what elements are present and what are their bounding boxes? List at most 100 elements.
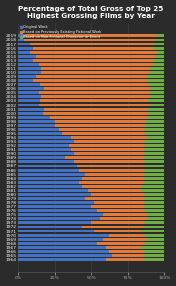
Bar (62, 132, 145, 135)
Bar (155, 39, 164, 41)
Bar (74, 152, 144, 155)
Bar (36, 75, 147, 78)
Bar (153, 43, 164, 45)
Bar (91, 221, 144, 224)
Bar (18, 213, 103, 216)
Bar (100, 217, 147, 220)
Bar (141, 185, 164, 188)
Bar (18, 96, 42, 98)
Bar (157, 34, 164, 37)
Bar (18, 230, 94, 233)
Bar (106, 258, 144, 261)
Bar (18, 258, 106, 261)
Bar (82, 185, 141, 188)
Bar (157, 51, 164, 53)
Bar (18, 75, 36, 78)
Bar (144, 168, 164, 172)
Bar (42, 96, 150, 98)
Bar (18, 128, 59, 131)
Bar (18, 79, 33, 82)
Bar (18, 108, 44, 110)
Bar (145, 120, 164, 123)
Bar (144, 225, 164, 229)
Bar (44, 108, 147, 110)
Bar (18, 185, 82, 188)
Bar (18, 164, 77, 167)
Bar (18, 34, 25, 37)
Bar (18, 181, 80, 184)
Bar (91, 205, 144, 208)
Title: Percentage of Total Gross of Top 25
Highest Grossing Films by Year: Percentage of Total Gross of Top 25 High… (18, 5, 164, 19)
Bar (144, 209, 164, 212)
Bar (141, 246, 164, 249)
Bar (18, 67, 42, 70)
Bar (144, 197, 164, 200)
Bar (112, 254, 144, 257)
Bar (74, 160, 144, 163)
Bar (150, 87, 164, 90)
Bar (82, 177, 144, 180)
Bar (103, 238, 147, 241)
Bar (44, 87, 150, 90)
Bar (59, 128, 144, 131)
Bar (18, 234, 109, 237)
Bar (42, 71, 150, 74)
Bar (18, 173, 85, 176)
Bar (69, 144, 145, 147)
Bar (18, 225, 82, 229)
Bar (155, 55, 164, 58)
Bar (18, 116, 50, 119)
Bar (18, 87, 44, 90)
Bar (94, 230, 141, 233)
Legend: Original Work, Based on Previously Existing Fictional Work, Based on Non-Fiction: Original Work, Based on Previously Exist… (20, 25, 102, 39)
Bar (40, 100, 148, 102)
Bar (18, 43, 30, 45)
Bar (144, 193, 164, 196)
Bar (55, 120, 145, 123)
Bar (80, 181, 144, 184)
Bar (145, 144, 164, 147)
Bar (33, 47, 153, 49)
Bar (109, 250, 144, 253)
Bar (144, 156, 164, 159)
Bar (18, 246, 106, 249)
Bar (18, 83, 40, 86)
Bar (109, 234, 144, 237)
Bar (144, 164, 164, 167)
Bar (144, 140, 164, 143)
Bar (43, 112, 148, 115)
Bar (147, 75, 164, 78)
Bar (147, 136, 164, 139)
Bar (39, 91, 150, 94)
Bar (30, 51, 157, 53)
Bar (18, 140, 74, 143)
Bar (18, 177, 82, 180)
Bar (145, 124, 164, 127)
Bar (18, 144, 69, 147)
Bar (18, 71, 42, 74)
Bar (18, 160, 74, 163)
Bar (18, 205, 91, 208)
Bar (103, 213, 147, 216)
Bar (30, 43, 153, 45)
Bar (141, 189, 164, 192)
Bar (153, 63, 164, 66)
Bar (25, 34, 157, 37)
Bar (33, 79, 147, 82)
Bar (150, 71, 164, 74)
Bar (18, 47, 33, 49)
Bar (18, 156, 65, 159)
Bar (144, 205, 164, 208)
Bar (77, 164, 144, 167)
Bar (153, 47, 164, 49)
Bar (147, 79, 164, 82)
Bar (144, 173, 164, 176)
Bar (141, 230, 164, 233)
Bar (88, 189, 141, 192)
Bar (18, 221, 91, 224)
Bar (18, 250, 109, 253)
Bar (18, 148, 71, 151)
Bar (144, 128, 164, 131)
Bar (18, 189, 88, 192)
Bar (18, 193, 91, 196)
